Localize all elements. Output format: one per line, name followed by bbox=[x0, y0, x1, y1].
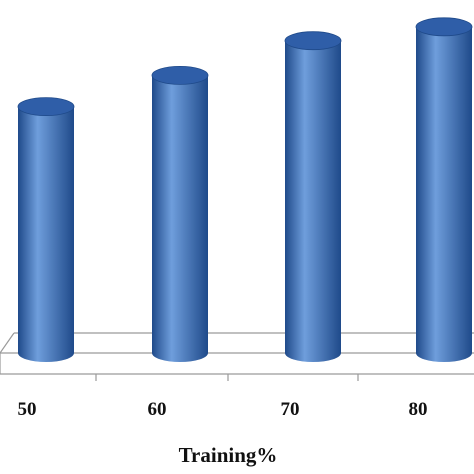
bar-body-70 bbox=[285, 40, 341, 362]
bar-60 bbox=[151, 66, 209, 363]
x-tick-label-60: 60 bbox=[148, 399, 167, 420]
bar-top-70 bbox=[284, 31, 342, 51]
bar-body-80 bbox=[416, 26, 472, 362]
x-tick-label-50: 50 bbox=[18, 399, 37, 420]
x-axis-title: Training% bbox=[179, 443, 278, 467]
bar-body-60 bbox=[152, 75, 208, 363]
x-tick-label-80: 80 bbox=[409, 399, 428, 420]
bar-70 bbox=[284, 31, 342, 362]
plot-floor bbox=[0, 332, 474, 381]
bar-top-60 bbox=[151, 66, 209, 85]
bars bbox=[17, 17, 473, 363]
bar-top-50 bbox=[17, 97, 75, 117]
bar-top-80 bbox=[415, 17, 473, 37]
bar-80 bbox=[415, 17, 473, 362]
floor-side-edge bbox=[0, 332, 15, 354]
bar-body-50 bbox=[18, 106, 74, 362]
x-tick-label-70: 70 bbox=[281, 399, 300, 420]
x-tick-labels: 50 60 70 80 bbox=[18, 399, 428, 420]
bar-50 bbox=[17, 97, 75, 362]
